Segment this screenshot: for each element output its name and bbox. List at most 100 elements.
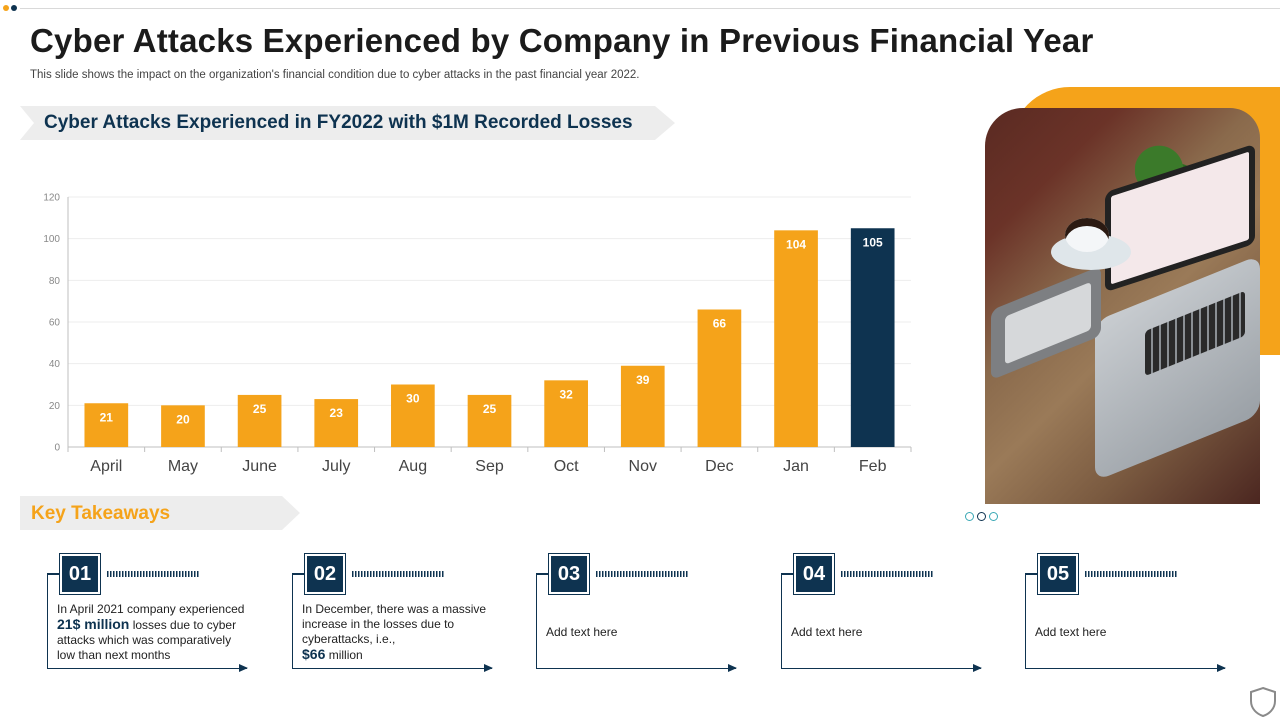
card-dash-line xyxy=(1085,571,1177,577)
x-tick-label: Oct xyxy=(554,458,579,475)
pager-dot-2[interactable] xyxy=(977,512,986,521)
arrow-right-icon xyxy=(239,664,248,672)
arrow-right-icon xyxy=(1217,664,1226,672)
top-divider xyxy=(20,8,1280,9)
x-tick-label: Feb xyxy=(859,458,887,475)
takeaway-card-1: 01 In April 2021 company experienced 21$… xyxy=(47,553,292,675)
accent-dot-navy xyxy=(11,5,17,11)
y-tick-label: 120 xyxy=(43,193,60,204)
card-text: Add text here xyxy=(791,625,863,639)
bar xyxy=(84,403,129,447)
chart-banner-text: Cyber Attacks Experienced in FY2022 with… xyxy=(44,112,633,133)
y-tick-label: 100 xyxy=(43,234,60,245)
pager-dot-1[interactable] xyxy=(965,512,974,521)
card-number: 02 xyxy=(307,556,343,592)
bar xyxy=(161,405,205,447)
coffee-cup-shape xyxy=(1051,218,1131,270)
x-tick-label: June xyxy=(242,458,277,475)
bar xyxy=(850,228,895,447)
keyboard-keys-shape xyxy=(1145,290,1245,377)
losses-bar-chart: 0 20 40 60 80 100 120 21 April 20 May 25 June 23 July 3… xyxy=(43,193,912,475)
takeaway-card-4: 04 Add text here xyxy=(781,553,1026,675)
card-dash-line xyxy=(596,571,688,577)
card-number: 03 xyxy=(551,556,587,592)
bar xyxy=(544,380,588,447)
card-number-box: 04 xyxy=(793,553,835,595)
card-number-box: 01 xyxy=(59,553,101,595)
bar-value-label: 21 xyxy=(100,410,114,424)
arrow-right-icon xyxy=(973,664,982,672)
card-text-highlight: $66 xyxy=(302,646,326,662)
card-frame-top xyxy=(47,573,59,575)
x-tick-label: Aug xyxy=(399,458,427,475)
card-text: Add text here xyxy=(546,625,618,639)
bar-value-label: 32 xyxy=(559,387,573,401)
card-text-highlight: 21$ million xyxy=(57,616,130,632)
y-tick-label: 80 xyxy=(49,276,61,287)
chart-banner xyxy=(20,106,675,140)
bar xyxy=(774,230,818,447)
bar-value-label: 104 xyxy=(786,237,806,251)
y-tick-label: 0 xyxy=(54,443,60,454)
card-number: 04 xyxy=(796,556,832,592)
card-frame xyxy=(1025,573,1225,669)
bar xyxy=(237,394,282,447)
x-tick-label: Dec xyxy=(705,458,733,475)
card-frame-top xyxy=(292,573,304,575)
bar xyxy=(314,399,359,447)
takeaway-card-3: 03 Add text here xyxy=(536,553,781,675)
x-tick-label: May xyxy=(168,458,198,475)
page-title: Cyber Attacks Experienced by Company in … xyxy=(30,22,1094,59)
card-frame xyxy=(781,573,981,669)
bar-value-label: 30 xyxy=(406,392,420,406)
card-dash-line xyxy=(107,571,199,577)
bar-value-label: 20 xyxy=(176,412,190,426)
card-frame-top xyxy=(781,573,793,575)
card-dash-line xyxy=(841,571,933,577)
y-tick-label: 60 xyxy=(49,318,61,329)
card-text-pre: In December, there was a massive increas… xyxy=(302,602,487,646)
card-frame xyxy=(292,573,492,669)
y-tick-label: 20 xyxy=(49,401,61,412)
bar xyxy=(620,365,665,447)
bar-value-label: 105 xyxy=(863,235,883,249)
bar xyxy=(697,309,742,447)
card-text-post: million xyxy=(328,648,363,662)
shield-icon xyxy=(1250,686,1276,718)
card-dash-line xyxy=(352,571,444,577)
card-frame-top xyxy=(536,573,548,575)
x-tick-label: April xyxy=(90,458,122,475)
bar xyxy=(391,384,435,447)
card-number: 05 xyxy=(1040,556,1076,592)
card-frame xyxy=(47,573,247,669)
bar-value-label: 25 xyxy=(253,402,267,416)
bar-value-label: 23 xyxy=(330,406,344,420)
x-tick-label: Nov xyxy=(629,458,657,475)
card-number-box: 03 xyxy=(548,553,590,595)
card-text-post: losses due to cyber attacks which was co… xyxy=(57,618,237,662)
bar-value-label: 66 xyxy=(713,317,727,331)
laptop-base-shape xyxy=(1095,254,1260,482)
bar xyxy=(467,394,512,447)
card-number-box: 05 xyxy=(1037,553,1079,595)
laptop-desk-photo xyxy=(985,108,1260,504)
card-frame-top xyxy=(1025,573,1037,575)
card-text: In December, there was a massive increas… xyxy=(302,602,494,663)
page-subtitle: This slide shows the impact on the organ… xyxy=(30,69,640,81)
key-takeaways-heading: Key Takeaways xyxy=(31,503,171,524)
tablet-shape xyxy=(991,265,1101,381)
pager-dot-3[interactable] xyxy=(989,512,998,521)
arrow-right-icon xyxy=(484,664,493,672)
card-text-pre: In April 2021 company experienced xyxy=(57,602,245,616)
x-tick-label: July xyxy=(322,458,350,475)
card-text: In April 2021 company experienced 21$ mi… xyxy=(57,602,249,663)
x-tick-label: Sep xyxy=(475,458,504,475)
accent-dot-orange xyxy=(3,5,9,11)
y-tick-label: 40 xyxy=(49,359,61,370)
card-frame xyxy=(536,573,736,669)
card-text: Add text here xyxy=(1035,625,1107,639)
takeaway-card-2: 02 In December, there was a massive incr… xyxy=(292,553,537,675)
takeaway-card-5: 05 Add text here xyxy=(1025,553,1270,675)
card-number-box: 02 xyxy=(304,553,346,595)
x-tick-label: Jan xyxy=(783,458,809,475)
